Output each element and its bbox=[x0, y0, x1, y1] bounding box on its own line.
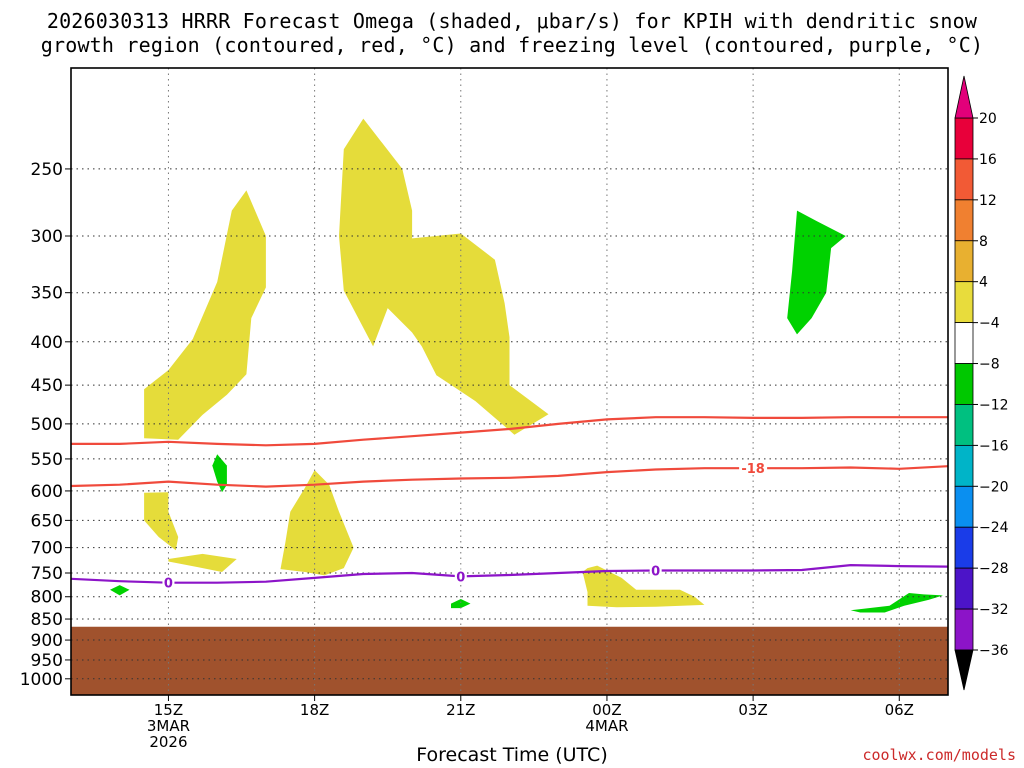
dgz-label-bg bbox=[739, 461, 768, 475]
y-tick-label-550: 550 bbox=[31, 450, 63, 470]
freezing-label-bg bbox=[649, 563, 662, 577]
y-tick-label-250: 250 bbox=[31, 160, 63, 180]
colorbar-label-2: 16 bbox=[979, 152, 997, 168]
omega-shaded-regions bbox=[110, 118, 944, 613]
freezing-level-contour bbox=[70, 563, 949, 584]
y-tick-label-500: 500 bbox=[31, 415, 63, 435]
colorbar: 20 16 12 8 4 −4 −8 −12 −16 −20 −24 −28 −32 −36 bbox=[954, 75, 1009, 691]
colorbar-segment-1 bbox=[954, 117, 974, 160]
colorbar-label-1: 20 bbox=[979, 111, 997, 127]
x-tick-label-18-0: 18Z bbox=[300, 701, 329, 719]
colorbar-label-12: −28 bbox=[979, 561, 1009, 577]
dgz-contour-label: -18 bbox=[741, 462, 765, 477]
colorbar-label-8: −12 bbox=[979, 397, 1009, 413]
y-tick-label-950: 950 bbox=[31, 651, 63, 671]
colorbar-label-6: −4 bbox=[979, 316, 1000, 332]
colorbar-segment-13 bbox=[954, 608, 974, 651]
colorbar-segment-2 bbox=[954, 158, 974, 201]
dgz-contour-1 bbox=[71, 416, 948, 447]
y-tick-label-400: 400 bbox=[31, 333, 63, 353]
x-tick-label-30-0: 06Z bbox=[885, 701, 914, 719]
y-tick-label-850: 850 bbox=[31, 610, 63, 630]
colorbar-label-7: −8 bbox=[979, 357, 1000, 373]
x-tick-label-21-0: 21Z bbox=[446, 701, 475, 719]
colorbar-segment-3 bbox=[954, 199, 974, 242]
y-tick-label-350: 350 bbox=[31, 284, 63, 304]
colorbar-label-11: −24 bbox=[979, 520, 1009, 536]
freezing-level-label-2: 0 bbox=[456, 570, 465, 585]
colorbar-label-5: 4 bbox=[979, 275, 988, 291]
colorbar-segment-9 bbox=[954, 444, 974, 487]
colorbar-segment-7 bbox=[954, 363, 974, 405]
upward-omega-region-4 bbox=[280, 470, 354, 576]
freezing-label-bg bbox=[162, 575, 175, 589]
downward-omega-region-1 bbox=[212, 454, 227, 493]
ground-fill bbox=[71, 626, 948, 695]
y-tick-label-650: 650 bbox=[31, 511, 63, 531]
freezing-level-label-3: 0 bbox=[651, 565, 660, 580]
colorbar-segment-6 bbox=[954, 322, 974, 364]
axis-ticks: 2503003504004505005506006507007508008509… bbox=[20, 160, 914, 751]
colorbar-label-9: −16 bbox=[979, 438, 1009, 454]
chart-title-line-1: 2026030313 HRRR Forecast Omega (shaded, … bbox=[46, 9, 978, 33]
colorbar-segment-10 bbox=[954, 485, 974, 528]
x-tick-label-15-1: 3MAR bbox=[147, 717, 190, 735]
site-credit[interactable]: coolwx.com/models bbox=[862, 746, 1016, 764]
downward-omega-region-2 bbox=[110, 585, 130, 596]
colorbar-label-3: 12 bbox=[979, 193, 997, 209]
freezing-label-bg bbox=[454, 569, 467, 583]
colorbar-segment-12 bbox=[954, 567, 974, 610]
y-tick-label-300: 300 bbox=[31, 227, 63, 247]
colorbar-label-14: −36 bbox=[979, 643, 1009, 659]
upward-omega-region-2 bbox=[144, 492, 179, 551]
downward-omega-region-4 bbox=[787, 210, 846, 335]
upward-omega-region-1 bbox=[144, 190, 266, 440]
x-tick-label-15-0: 15Z bbox=[154, 701, 183, 719]
plot-border bbox=[70, 67, 949, 696]
colorbar-label-4: 8 bbox=[979, 234, 988, 250]
x-axis-label: Forecast Time (UTC) bbox=[416, 744, 608, 766]
y-tick-label-900: 900 bbox=[31, 631, 63, 651]
colorbar-label-13: −32 bbox=[979, 602, 1009, 618]
dgz-contour-2 bbox=[70, 465, 949, 488]
x-tick-label-15-2: 2026 bbox=[149, 733, 187, 751]
colorbar-top-arrow bbox=[954, 75, 974, 119]
grid-lines bbox=[71, 68, 948, 695]
colorbar-segment-8 bbox=[954, 404, 974, 446]
upward-omega-region-6 bbox=[582, 565, 705, 608]
downward-omega-region-3 bbox=[451, 599, 471, 609]
chart-title-line-2: growth region (contoured, red, °C) and f… bbox=[40, 33, 984, 57]
y-tick-label-600: 600 bbox=[31, 482, 63, 502]
y-tick-label-450: 450 bbox=[31, 376, 63, 396]
x-tick-label-27-0: 03Z bbox=[738, 701, 767, 719]
upward-omega-region-5 bbox=[339, 118, 549, 435]
upward-omega-region-3 bbox=[168, 553, 237, 572]
y-tick-label-800: 800 bbox=[31, 588, 63, 608]
downward-omega-region-5 bbox=[850, 593, 944, 613]
colorbar-segment-5 bbox=[954, 281, 974, 324]
colorbar-label-10: −20 bbox=[979, 479, 1009, 495]
colorbar-segment-11 bbox=[954, 526, 974, 569]
x-tick-label-24-0: 00Z bbox=[592, 701, 621, 719]
y-tick-label-700: 700 bbox=[31, 539, 63, 559]
contour-lines: -18 0 0 0 bbox=[70, 416, 949, 592]
freezing-level-label-1: 0 bbox=[164, 577, 173, 592]
colorbar-segment-4 bbox=[954, 240, 974, 283]
plot-frame bbox=[70, 67, 949, 696]
y-tick-label-750: 750 bbox=[31, 564, 63, 584]
ground-layer bbox=[71, 626, 948, 695]
colorbar-bottom-arrow bbox=[954, 649, 974, 691]
x-tick-label-24-1: 4MAR bbox=[585, 717, 628, 735]
y-tick-label-1000: 1000 bbox=[20, 670, 63, 690]
